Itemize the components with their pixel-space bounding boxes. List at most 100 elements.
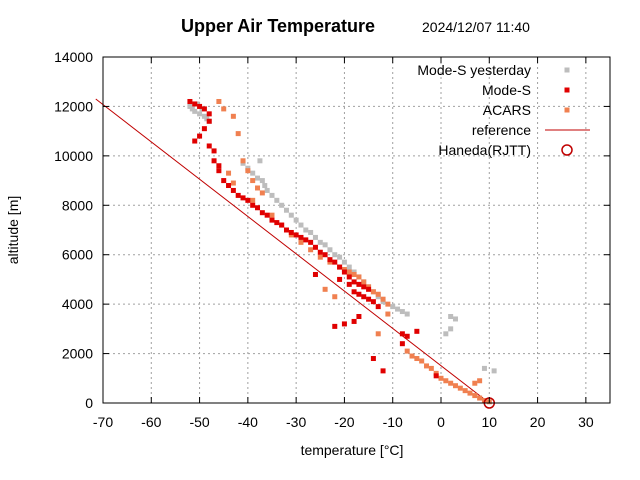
acars-point	[414, 356, 420, 362]
acars-point	[259, 190, 265, 196]
mode-s-point	[366, 286, 372, 292]
acars-point	[230, 113, 236, 119]
acars-point	[240, 158, 246, 164]
x-axis-label: temperature [°C]	[301, 442, 404, 458]
y-tick-label: 12000	[54, 98, 93, 114]
mode-s-point	[317, 249, 323, 255]
mode-s-point	[211, 158, 217, 164]
mode-s-point	[221, 178, 227, 184]
mode-s-yesterday-point	[341, 259, 347, 265]
x-tick-label: -30	[286, 414, 306, 430]
x-tick-label: -70	[93, 414, 113, 430]
legend-label: ACARS	[483, 102, 531, 118]
acars-point	[370, 289, 376, 295]
mode-s-point	[201, 106, 207, 112]
mode-s-yesterday-point	[262, 183, 268, 189]
mode-s-point	[312, 271, 318, 277]
mode-s-point	[351, 279, 357, 285]
x-tick-label: 10	[481, 414, 497, 430]
mode-s-point	[283, 227, 289, 233]
x-tick-label: -60	[141, 414, 161, 430]
mode-s-point	[414, 328, 420, 334]
acars-point	[351, 271, 357, 277]
acars-point	[438, 375, 444, 381]
acars-point	[452, 383, 458, 389]
legend-label: Haneda(RJTT)	[438, 142, 531, 158]
mode-s-point	[337, 264, 343, 270]
mode-s-point	[332, 259, 338, 265]
mode-s-yesterday-point	[250, 170, 256, 176]
mode-s-yesterday-point	[197, 111, 203, 117]
y-tick-label: 4000	[62, 296, 93, 312]
acars-point	[457, 385, 463, 391]
mode-s-yesterday-point	[283, 207, 289, 213]
mode-s-yesterday-point	[257, 158, 263, 164]
mode-s-point	[361, 294, 367, 300]
mode-s-yesterday-point	[448, 326, 454, 332]
mode-s-point	[332, 323, 338, 329]
mode-s-yesterday-point	[448, 314, 454, 319]
mode-s-point	[206, 111, 212, 117]
legend-label: Mode-S	[482, 82, 531, 98]
mode-s-point	[341, 321, 347, 327]
mode-s-point	[404, 333, 410, 339]
mode-s-point	[366, 296, 372, 302]
x-tick-label: -40	[238, 414, 258, 430]
y-tick-label: 8000	[62, 197, 93, 213]
mode-s-yesterday-point	[327, 247, 333, 253]
mode-s-point	[250, 202, 256, 208]
acars-point	[308, 247, 314, 253]
acars-point	[245, 168, 251, 174]
legend-label: reference	[472, 122, 531, 138]
y-tick-label: 2000	[62, 346, 93, 362]
acars-point	[448, 380, 454, 386]
acars-point	[428, 365, 434, 371]
mode-s-point	[380, 368, 386, 374]
acars-point	[385, 301, 391, 307]
mode-s-yesterday-point	[298, 222, 304, 228]
plot-frame	[102, 56, 611, 404]
mode-s-point	[245, 197, 251, 203]
mode-s-point	[226, 183, 232, 189]
acars-point	[361, 279, 367, 285]
mode-s-point	[356, 291, 362, 297]
mode-s-yesterday-point	[192, 108, 198, 114]
legend-swatch-point	[564, 67, 570, 73]
legend-swatch-point	[564, 87, 570, 93]
mode-s-point	[433, 373, 439, 379]
mode-s-point	[240, 195, 246, 201]
acars-point	[477, 378, 483, 384]
acars-point	[375, 331, 381, 337]
reference-line	[95, 98, 490, 404]
mode-s-point	[346, 281, 352, 287]
mode-s-yesterday-point	[308, 229, 314, 235]
x-tick-label: 30	[578, 414, 594, 430]
acars-point	[250, 197, 256, 203]
acars-point	[317, 254, 323, 260]
mode-s-point	[351, 318, 357, 324]
mode-s-point	[375, 304, 381, 310]
acars-point	[226, 170, 232, 176]
mode-s-point	[288, 229, 294, 235]
mode-s-point	[322, 252, 328, 258]
chart-timestamp: 2024/12/07 11:40	[422, 19, 530, 35]
mode-s-yesterday-point	[322, 242, 328, 248]
acars-point	[250, 178, 256, 184]
mode-s-point	[361, 284, 367, 290]
mode-s-yesterday-point	[337, 254, 343, 260]
acars-point	[332, 294, 338, 300]
legend-label: Mode-S yesterday	[417, 62, 531, 78]
mode-s-point	[308, 239, 314, 245]
mode-s-yesterday-point	[269, 192, 275, 198]
mode-s-yesterday-point	[332, 252, 338, 258]
acars-point	[230, 180, 236, 186]
acars-point	[235, 131, 241, 137]
legend-swatch-point	[564, 107, 570, 113]
acars-point	[385, 311, 391, 317]
chart-title: Upper Air Temperature	[181, 16, 375, 36]
mode-s-yesterday-point	[346, 264, 352, 270]
mode-s-point	[274, 220, 280, 226]
mode-s-point	[206, 143, 212, 149]
mode-s-point	[303, 237, 309, 243]
mode-s-yesterday-point	[279, 202, 285, 208]
